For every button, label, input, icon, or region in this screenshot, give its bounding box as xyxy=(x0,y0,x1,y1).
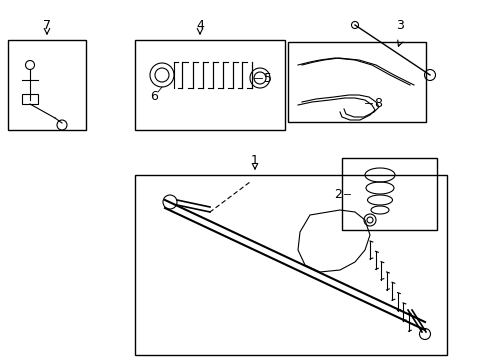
Text: 7: 7 xyxy=(43,18,51,32)
Bar xyxy=(287,42,425,122)
Text: 8: 8 xyxy=(373,96,381,109)
Text: 1: 1 xyxy=(250,153,259,166)
Text: 5: 5 xyxy=(264,72,271,85)
Text: 3: 3 xyxy=(395,18,403,32)
Text: 4: 4 xyxy=(196,18,203,32)
Text: 2: 2 xyxy=(333,188,341,201)
Bar xyxy=(135,40,285,130)
Bar xyxy=(341,158,436,230)
Bar xyxy=(135,175,446,355)
Bar xyxy=(8,40,86,130)
Text: 6: 6 xyxy=(150,90,158,103)
